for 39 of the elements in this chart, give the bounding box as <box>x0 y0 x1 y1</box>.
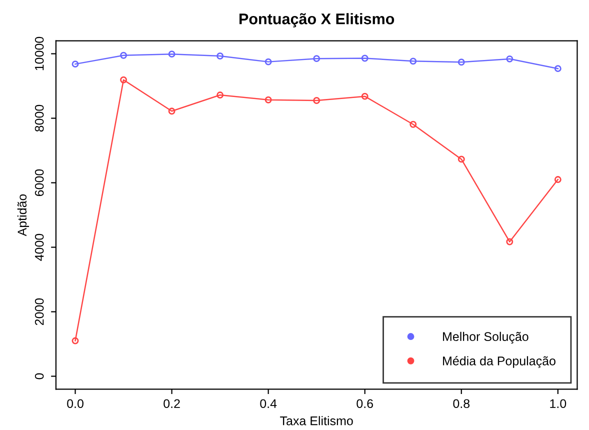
legend-label: Média da População <box>443 356 556 368</box>
point <box>216 92 224 99</box>
point <box>313 97 320 104</box>
chart-title: Pontuação X Elitismo <box>240 13 394 28</box>
point <box>410 58 417 65</box>
y-tick-label: 4000 <box>34 234 44 261</box>
point <box>120 76 127 84</box>
y-tick-label: 8000 <box>34 104 44 132</box>
point <box>168 108 176 115</box>
y-tick-label: 0 <box>34 373 44 380</box>
point <box>458 156 465 163</box>
point <box>120 52 127 59</box>
point <box>458 58 465 66</box>
x-tick-label: 0.4 <box>260 399 277 408</box>
point <box>72 337 79 344</box>
x-tick-label: 1.0 <box>550 399 566 408</box>
point <box>72 60 79 68</box>
point <box>168 50 176 58</box>
point <box>313 55 320 62</box>
x-tick-label: 0.6 <box>356 399 373 408</box>
y-tick-label: 10000 <box>34 36 44 70</box>
x-tick-label: 0.8 <box>453 399 470 408</box>
point <box>554 65 562 72</box>
point <box>361 92 368 100</box>
point <box>506 55 514 62</box>
point <box>554 176 562 183</box>
y-tick-label: 6000 <box>34 169 44 196</box>
x-tick-label: 0.2 <box>164 399 180 408</box>
legend-label: Melhor Solução <box>443 332 528 344</box>
x-axis-title: Taxa Elitismo <box>280 416 353 426</box>
y-tick-label: 2000 <box>34 298 44 326</box>
x-tick-label: 0.0 <box>67 399 84 408</box>
point <box>264 96 272 104</box>
y-axis-title: Aptidão <box>17 194 30 236</box>
point <box>506 238 514 246</box>
point <box>264 58 272 66</box>
point <box>410 120 417 128</box>
point <box>361 54 368 62</box>
point <box>216 52 224 60</box>
